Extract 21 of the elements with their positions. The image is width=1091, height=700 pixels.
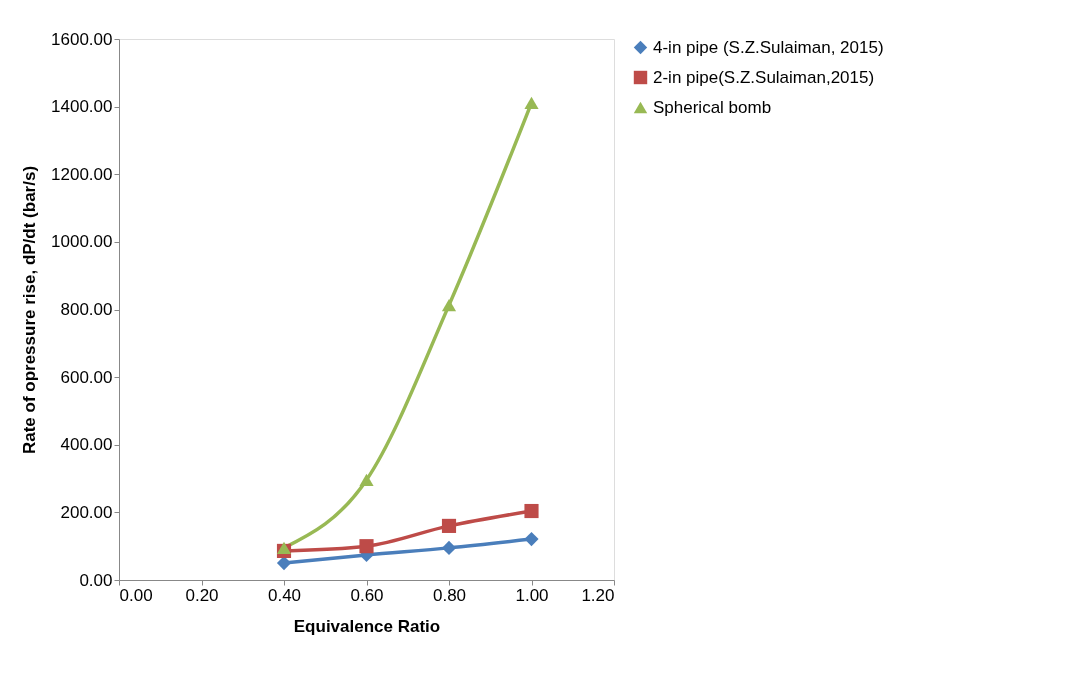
y-tick-label: 1200.00 bbox=[51, 164, 113, 184]
x-axis-title: Equivalence Ratio bbox=[293, 616, 441, 636]
x-tick-label: 0.00 bbox=[119, 585, 153, 605]
x-tick-label: 1.20 bbox=[581, 585, 615, 605]
x-tick-label: 0.40 bbox=[267, 585, 302, 605]
y-tick-label: 1000.00 bbox=[51, 232, 113, 252]
y-tick-label: 200.00 bbox=[60, 502, 113, 522]
legend-label: 2-in pipe(S.Z.Sulaiman,2015) bbox=[653, 67, 875, 87]
y-tick-label: 400.00 bbox=[60, 435, 113, 455]
legend-label: 4-in pipe (S.Z.Sulaiman, 2015) bbox=[653, 37, 884, 57]
y-tick-label: 600.00 bbox=[60, 367, 113, 387]
x-tick-label: 0.60 bbox=[350, 585, 384, 605]
y-tick-label: 1600.00 bbox=[51, 29, 113, 49]
y-axis-title: Rate of opressure rise, dP/dt (bar/s) bbox=[20, 165, 40, 455]
y-tick-label: 1400.00 bbox=[51, 97, 113, 117]
legend-label: Spherical bomb bbox=[653, 97, 772, 117]
y-tick-label: 800.00 bbox=[60, 300, 113, 319]
x-tick-label: 0.20 bbox=[185, 585, 219, 605]
x-tick-label: 0.80 bbox=[432, 585, 467, 605]
y-tick-label: 0.00 bbox=[79, 570, 113, 590]
x-tick-label: 1.00 bbox=[515, 585, 549, 605]
